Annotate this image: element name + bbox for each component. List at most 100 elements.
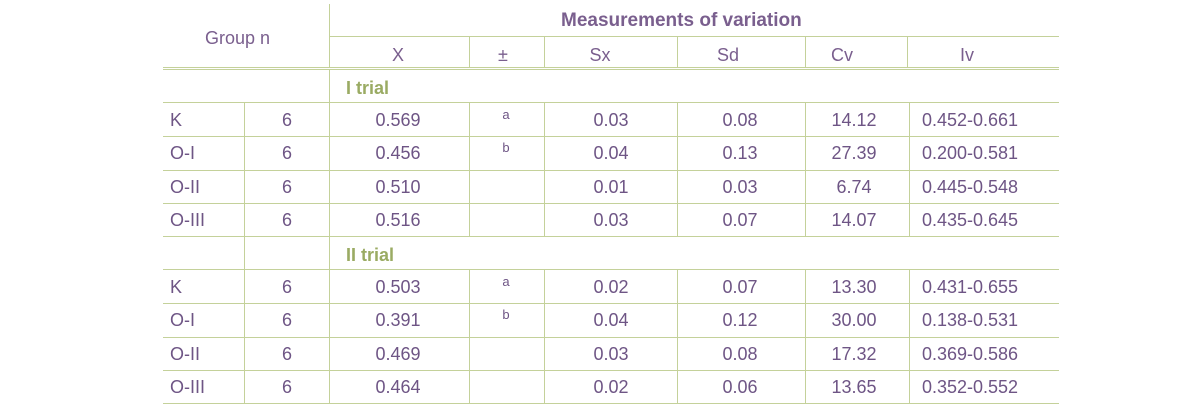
column-divider xyxy=(244,270,245,404)
trial-label: II trial xyxy=(346,245,395,265)
cell-x: 0.456 xyxy=(375,143,421,164)
group-n-header: Group n xyxy=(205,28,271,48)
cell-x: 0.464 xyxy=(375,376,421,397)
row-rule xyxy=(163,136,1059,138)
column-divider xyxy=(469,103,470,237)
cell-iv: 0.435-0.645 xyxy=(921,209,1019,230)
cell-significance-letter: b xyxy=(502,140,510,156)
cell-cv: 14.12 xyxy=(831,110,877,130)
cell-sx: 0.01 xyxy=(593,176,629,197)
cell-n: 6 xyxy=(281,310,293,331)
cell-n: 6 xyxy=(281,176,293,197)
column-divider xyxy=(469,270,470,404)
cell-sx: 0.02 xyxy=(593,277,629,297)
cell-sx: 0.03 xyxy=(593,110,629,130)
column-header-plus-minus: ± xyxy=(498,45,508,65)
cell-sd: 0.08 xyxy=(722,343,758,364)
cell-sx: 0.04 xyxy=(593,143,629,164)
cell-sd: 0.07 xyxy=(722,209,758,230)
cell-n: 6 xyxy=(281,110,293,130)
cell-n: 6 xyxy=(281,277,293,297)
cell-sd: 0.07 xyxy=(722,277,758,297)
cell-x: 0.391 xyxy=(375,310,421,331)
cell-iv: 0.431-0.655 xyxy=(921,277,1019,297)
header-divider xyxy=(907,36,908,68)
column-divider xyxy=(909,103,910,237)
cell-cv: 13.30 xyxy=(831,277,877,297)
measurements-title: Measurements of variation xyxy=(561,10,802,31)
column-divider xyxy=(677,270,678,404)
cell-group: O-I xyxy=(170,310,195,331)
column-divider xyxy=(677,103,678,237)
column-divider xyxy=(544,103,545,237)
column-divider xyxy=(244,103,245,237)
cell-sx: 0.02 xyxy=(593,376,629,397)
cell-cv: 30.00 xyxy=(831,310,877,331)
column-divider xyxy=(544,270,545,404)
row-rule xyxy=(163,202,1059,204)
cell-x: 0.469 xyxy=(375,343,421,364)
cell-x: 0.503 xyxy=(375,277,421,297)
cell-cv: 27.39 xyxy=(831,143,877,164)
cell-sd: 0.08 xyxy=(722,110,758,130)
header-divider xyxy=(544,36,545,68)
column-divider xyxy=(805,103,806,237)
cell-cv: 17.32 xyxy=(831,343,877,364)
row-rule xyxy=(163,369,1059,371)
cell-significance-letter: b xyxy=(502,307,510,323)
cell-sd: 0.03 xyxy=(722,176,758,197)
header-divider xyxy=(329,4,330,68)
header-divider xyxy=(677,36,678,68)
column-header-cv: Cv xyxy=(831,45,853,65)
column-divider xyxy=(805,270,806,404)
header-bottom-rule xyxy=(163,67,1059,70)
column-divider xyxy=(329,236,330,269)
cell-x: 0.510 xyxy=(375,176,421,197)
cell-iv: 0.200-0.581 xyxy=(921,143,1019,164)
cell-sx: 0.03 xyxy=(593,209,629,230)
cell-cv: 13.65 xyxy=(831,376,877,397)
cell-sd: 0.13 xyxy=(722,143,758,164)
cell-group: O-III xyxy=(170,209,205,230)
cell-sd: 0.12 xyxy=(722,310,758,331)
cell-sx: 0.04 xyxy=(593,310,629,331)
column-divider xyxy=(329,103,330,237)
cell-x: 0.569 xyxy=(375,110,421,130)
header-divider xyxy=(805,36,806,68)
row-rule xyxy=(163,403,1059,405)
row-rule xyxy=(163,303,1059,305)
cell-group: K xyxy=(170,110,183,130)
cell-iv: 0.452-0.661 xyxy=(921,110,1019,130)
cell-cv: 14.07 xyxy=(831,209,877,230)
column-header-sx: Sx xyxy=(589,45,611,65)
cell-iv: 0.445-0.548 xyxy=(921,176,1019,197)
cell-iv: 0.369-0.586 xyxy=(921,343,1019,364)
row-rule xyxy=(163,102,1059,103)
column-divider xyxy=(329,70,330,102)
cell-group: O-II xyxy=(170,343,200,364)
header-subrule xyxy=(330,36,1059,37)
column-header-x: X xyxy=(391,45,405,65)
column-divider xyxy=(244,236,245,269)
row-rule xyxy=(163,269,1059,270)
cell-group: O-III xyxy=(170,376,205,397)
column-header-iv: Iv xyxy=(959,45,975,65)
column-divider xyxy=(909,270,910,404)
cell-n: 6 xyxy=(281,343,293,364)
cell-x: 0.516 xyxy=(375,209,421,230)
cell-iv: 0.352-0.552 xyxy=(921,376,1019,397)
cell-group: O-II xyxy=(170,176,200,197)
cell-n: 6 xyxy=(281,143,293,164)
cell-sx: 0.03 xyxy=(593,343,629,364)
cell-n: 6 xyxy=(281,209,293,230)
row-rule xyxy=(163,336,1059,338)
cell-significance-letter: a xyxy=(502,107,510,122)
cell-n: 6 xyxy=(281,376,293,397)
row-rule xyxy=(163,169,1059,171)
trial-label: I trial xyxy=(346,78,390,98)
column-divider xyxy=(329,270,330,404)
cell-group: O-I xyxy=(170,143,195,164)
header-divider xyxy=(469,36,470,68)
column-header-sd: Sd xyxy=(716,45,740,65)
cell-iv: 0.138-0.531 xyxy=(921,310,1019,331)
